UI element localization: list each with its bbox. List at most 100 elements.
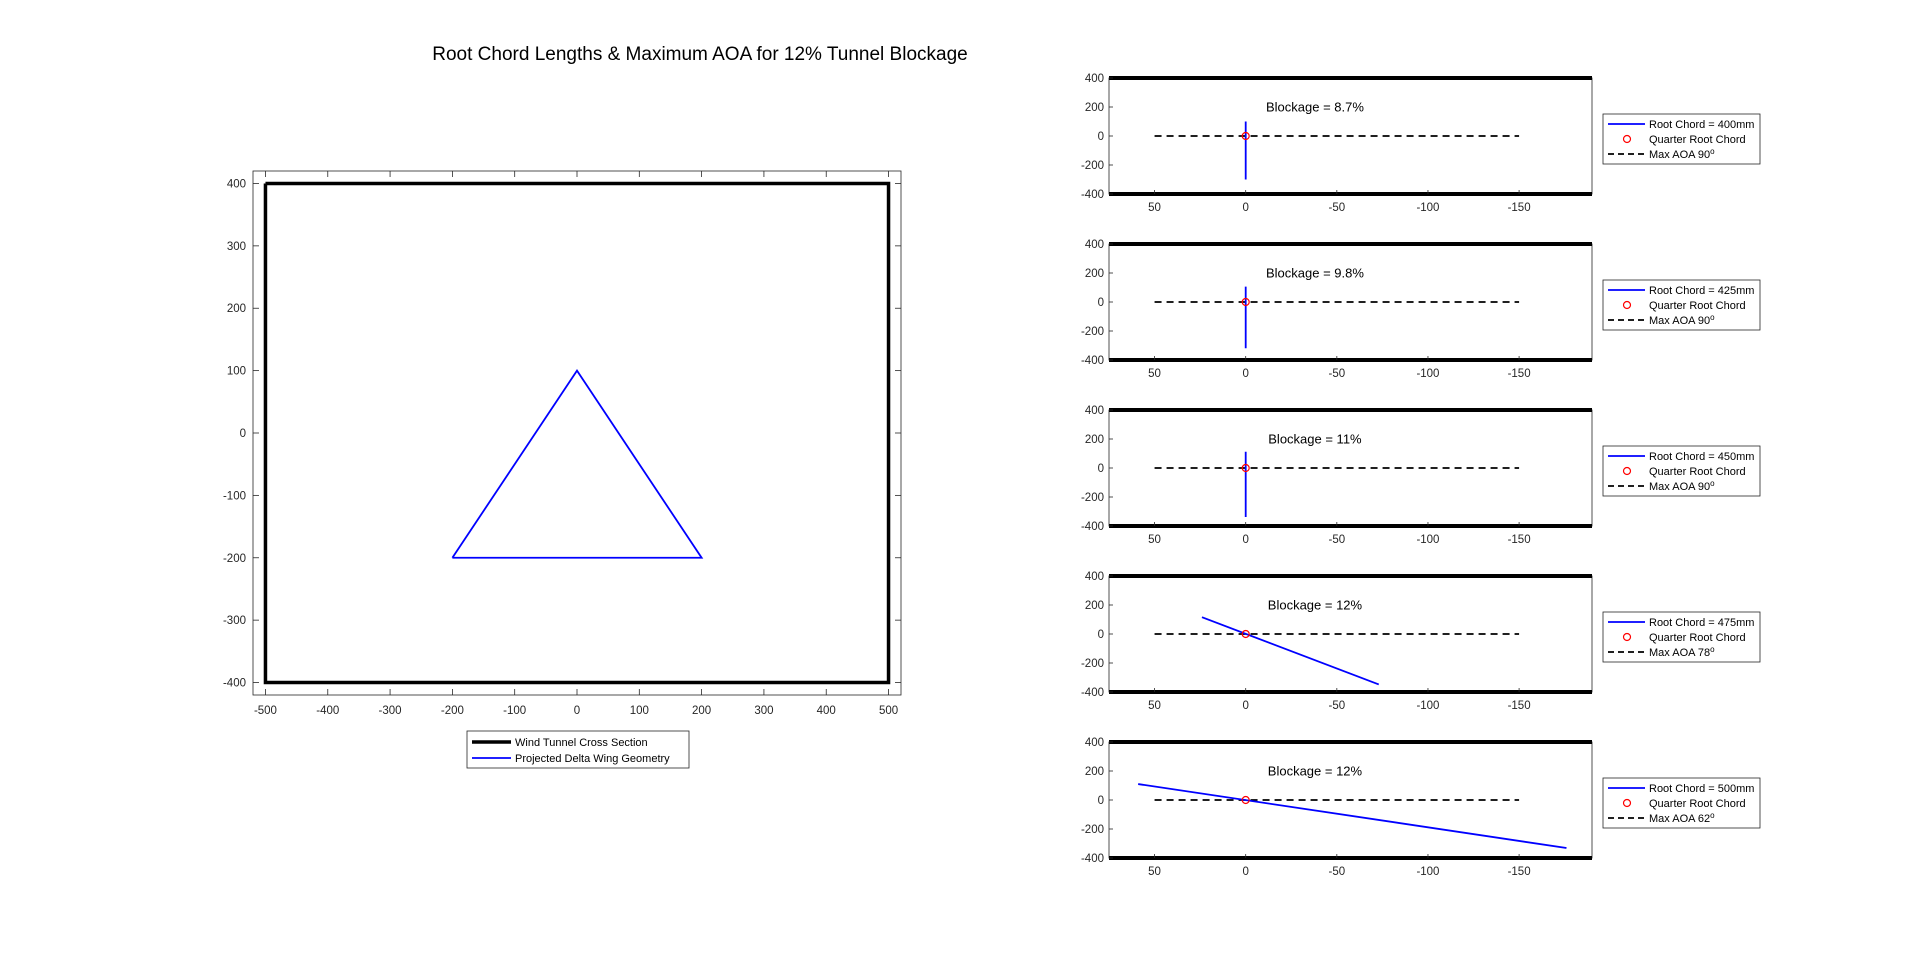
y-tick-label: -400 [1081,189,1104,201]
legend-label: Max AOA 90o [1649,313,1715,327]
x-tick-label: 50 [1148,866,1161,878]
side-view-chart: 50 0 -50 -100 -150 400 200 0 -200 -400 Blockage = … [1081,737,1761,878]
x-tick-label: -100 [1416,534,1439,546]
y-tick-label: 200 [227,303,246,315]
figure-title: Root Chord Lengths & Maximum AOA for 12%… [432,44,967,65]
side-view-chart: 50 0 -50 -100 -150 400 200 0 -200 -400 Blockage = … [1081,73,1761,214]
y-tick-label: 200 [1085,268,1104,280]
x-tick-label: 50 [1148,202,1161,214]
root-chord-line [1201,616,1380,686]
x-tick-label: -200 [441,705,464,717]
degree-symbol: o [1710,147,1715,156]
y-tick-label: -200 [1081,824,1104,836]
y-tick-label: 400 [1085,73,1104,85]
quarter-chord-marker [1241,297,1250,307]
legend-label: Quarter Root Chord [1649,632,1746,644]
legend-label: Quarter Root Chord [1649,300,1746,312]
quarter-chord-marker [1241,463,1250,473]
x-tick-label: 0 [1242,700,1248,712]
y-tick-label: 200 [1085,434,1104,446]
y-tick-label: -200 [1081,492,1104,504]
legend-box [1602,611,1761,663]
y-tick-label: -400 [1081,687,1104,699]
x-tick-label: 500 [879,705,898,717]
y-tick-label: 400 [1085,239,1104,251]
y-tick-label: 0 [1098,795,1104,807]
y-tick-label: -200 [1081,658,1104,670]
x-tick-label: 300 [754,705,773,717]
blockage-annotation: Blockage = 11% [1268,432,1362,447]
y-tick-label: -400 [223,678,246,690]
y-tick-label: 200 [1085,600,1104,612]
y-tick-label: 200 [1085,102,1104,114]
legend-box [1602,279,1761,331]
blockage-annotation: Blockage = 12% [1268,764,1363,779]
x-tick-label: 0 [1242,202,1248,214]
y-tick-label: -200 [1081,160,1104,172]
x-tick-label: 0 [1242,866,1248,878]
delta-wing-outline [451,368,704,559]
legend-label: Max AOA 62o [1649,811,1715,825]
blockage-annotation: Blockage = 8.7% [1266,100,1364,115]
y-tick-label: 0 [1098,131,1104,143]
y-tick-label: 400 [1085,737,1104,749]
y-tick-label: -400 [1081,355,1104,367]
x-tick-label: 0 [1242,368,1248,380]
legend-label: Root Chord = 450mm [1649,451,1754,463]
x-tick-label: 50 [1148,534,1161,546]
chart-layer: -500 -400 -300 -200 -100 0 100 200 300 400 500-400… [223,73,1761,878]
x-tick-label: -100 [1416,700,1439,712]
legend-label: Root Chord = 400mm [1649,119,1754,131]
y-tick-label: -200 [1081,326,1104,338]
blockage-annotation: Blockage = 12% [1268,598,1363,613]
degree-symbol: o [1710,479,1715,488]
y-tick-label: -400 [1081,853,1104,865]
legend-label: Root Chord = 500mm [1649,783,1754,795]
legend-label: Quarter Root Chord [1649,134,1746,146]
y-tick-label: 400 [227,178,246,190]
x-tick-label: 50 [1148,368,1161,380]
legend-box [1602,113,1761,165]
side-view-chart: 50 0 -50 -100 -150 400 200 0 -200 -400 Blockage = … [1081,405,1761,546]
legend-label: Max AOA 78o [1649,645,1715,659]
x-tick-label: 200 [692,705,711,717]
legend-label: Quarter Root Chord [1649,466,1746,478]
x-tick-label: -100 [1416,202,1439,214]
x-tick-label: -400 [316,705,339,717]
legend-swatch [1622,798,1632,808]
legend-swatch [1622,300,1632,310]
y-tick-label: 0 [1098,463,1104,475]
x-tick-label: 50 [1148,700,1161,712]
quarter-chord-marker [1241,629,1250,639]
legend-label: Projected Delta Wing Geometry [515,753,670,765]
y-tick-label: 400 [1085,405,1104,417]
y-tick-label: 400 [1085,571,1104,583]
x-tick-label: -100 [1416,368,1439,380]
degree-symbol: o [1710,811,1715,820]
y-tick-label: 200 [1085,766,1104,778]
x-tick-label: -300 [379,705,402,717]
y-tick-label: 0 [240,428,246,440]
axes-frame [252,170,902,696]
quarter-chord-marker [1241,795,1250,805]
x-tick-label: 0 [1242,534,1248,546]
x-tick-label: -100 [1416,866,1439,878]
blockage-annotation: Blockage = 9.8% [1266,266,1364,281]
x-tick-label: -150 [1508,700,1531,712]
y-tick-label: -400 [1081,521,1104,533]
legend-swatch [1622,466,1632,476]
wind-tunnel-outline [263,181,891,685]
x-tick-label: -150 [1508,368,1531,380]
y-tick-label: 0 [1098,297,1104,309]
legend-label: Root Chord = 475mm [1649,617,1754,629]
x-tick-label: -100 [503,705,526,717]
legend-label: Max AOA 90o [1649,479,1715,493]
y-tick-label: 300 [227,241,246,253]
legend-label: Root Chord = 425mm [1649,285,1754,297]
x-tick-label: -50 [1329,202,1346,214]
legend-swatch [1622,632,1632,642]
y-tick-label: -300 [223,615,246,627]
x-tick-label: 400 [817,705,836,717]
y-tick-label: -100 [223,490,246,502]
root-chord-line [1138,783,1567,849]
